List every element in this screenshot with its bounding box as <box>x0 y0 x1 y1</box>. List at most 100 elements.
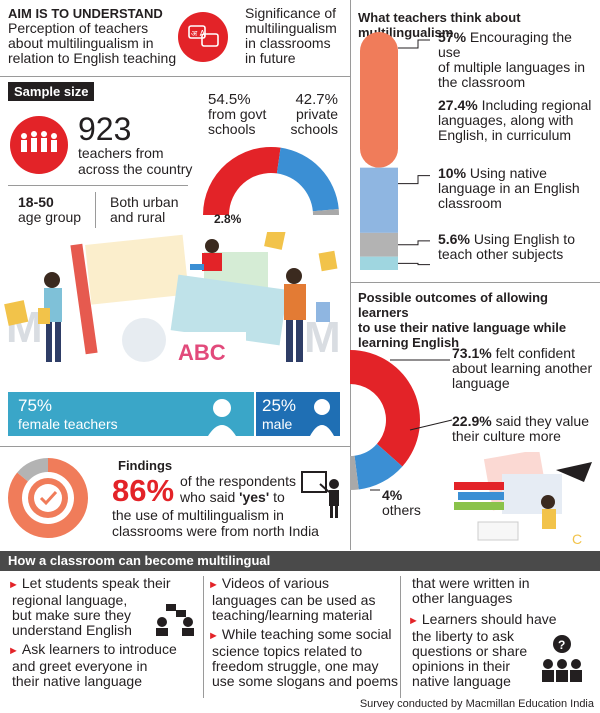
significance-line-3: in classrooms <box>245 35 331 51</box>
think-connector-1 <box>398 39 430 49</box>
findings-donut-chart <box>7 458 88 538</box>
divider <box>350 282 600 283</box>
bullet-arrow-icon: ► <box>8 579 19 591</box>
divider <box>0 76 350 77</box>
findings-line-4: classrooms were from north India <box>112 523 319 539</box>
schools-slice-3 <box>312 209 339 215</box>
tip-4: ► While teaching some social <box>208 627 398 644</box>
classroom-col-3: that were written in other languages ► Le… <box>408 576 598 689</box>
think-segment-2 <box>360 167 398 233</box>
classroom-illustration: M M ABC <box>4 232 348 382</box>
age-label: age group <box>18 209 82 225</box>
think-segment-1 <box>360 32 398 168</box>
think-line-2-2: languages, along with <box>438 112 574 128</box>
think-pct-2: 27.4% <box>438 97 478 113</box>
findings-yes: 'yes' <box>239 489 270 505</box>
think-pct-1: 57% <box>438 29 467 45</box>
tip-5-line-3: questions or share <box>412 643 528 659</box>
tip-5-line-2: the liberty to ask <box>412 628 514 644</box>
sample-size-tag: Sample size <box>8 82 95 101</box>
private-pct: 42.7% <box>295 91 338 108</box>
tip-2-line-2: and greet everyone in <box>12 658 148 674</box>
schools-slice-1 <box>203 147 281 215</box>
divider <box>400 576 401 698</box>
bullet-arrow-icon: ► <box>208 579 219 591</box>
svg-text:C: C <box>572 531 582 547</box>
area-type: Both urban and rural <box>110 195 179 225</box>
outcome-item-3: 4% others <box>382 488 421 518</box>
age-value: 18-50 <box>18 194 54 210</box>
male-icon <box>310 399 334 436</box>
outcomes-title-3: learning English <box>358 335 460 350</box>
tip-5-line-5: native language <box>412 673 511 689</box>
tip-1-line-2: regional language, <box>12 592 128 608</box>
divider <box>203 576 204 698</box>
govt-schools-label: 54.5% from govt schools <box>208 92 266 137</box>
aim-line-3: relation to English teaching <box>8 50 177 66</box>
tip-5: ► Learners should have <box>408 612 598 629</box>
outcomes-title-2: to use their native language while <box>358 320 567 335</box>
outcome-item-1: 73.1% felt confident about learning anot… <box>452 346 598 391</box>
bullet-arrow-icon: ► <box>408 615 419 627</box>
outcome-line-2-1: said they value <box>495 413 589 429</box>
outcomes-title: Possible outcomes of allowing learners t… <box>358 290 600 350</box>
tip-1: ► Let students speak their <box>8 576 202 593</box>
language-icon-text: अ A <box>191 29 206 38</box>
think-pct-3: 10% <box>438 165 467 181</box>
think-line-3-2: language in an English <box>438 180 580 196</box>
conversation-icon <box>156 604 194 636</box>
tip-3-line-2: languages can be used as <box>212 592 376 608</box>
think-pct-4: 5.6% <box>438 231 470 247</box>
tip-2-line-3: their native language <box>12 673 142 689</box>
male-teachers-bar: 25% male <box>256 392 340 436</box>
significance-line-4: in future <box>245 50 296 66</box>
area-line-2: and rural <box>110 209 166 225</box>
think-segment-3 <box>360 232 398 257</box>
outcomes-title-1: Possible outcomes of allowing learners <box>358 290 548 320</box>
outcome-line-1-3: language <box>452 375 510 391</box>
tip-3-line-3: teaching/learning material <box>212 607 373 623</box>
aim-section: AIM IS TO UNDERSTAND Perception of teach… <box>8 6 178 66</box>
tip-4-line-1: While teaching some social <box>221 626 392 642</box>
presenter-icon <box>301 471 339 518</box>
think-line-1-1: Encouraging the use <box>438 29 572 60</box>
significance-section: Significance of multilingualism in class… <box>245 6 350 66</box>
question-people-icon: ? <box>542 635 582 682</box>
findings-line-2-pre: who said <box>180 489 240 505</box>
findings-title: Findings <box>118 458 173 473</box>
female-icon <box>208 399 236 436</box>
think-line-3-1: Using native <box>469 165 547 181</box>
tip-2-line-1: Ask learners to introduce <box>21 641 177 657</box>
outcome-line-2-2: their culture more <box>452 428 561 444</box>
outcome-slice-3 <box>350 455 359 490</box>
tip-5-line-1: Learners should have <box>421 611 557 627</box>
think-line-4-2: teach other subjects <box>438 246 564 262</box>
teacher-count-line-2: across the country <box>78 161 193 177</box>
tip-4-line-2: science topics related to <box>212 643 363 659</box>
think-line-1-3: the classroom <box>438 74 526 90</box>
male-pct: 25% <box>262 396 297 415</box>
tip-4-line-4: use some slogans and poems <box>212 673 398 689</box>
check-icon <box>39 490 58 506</box>
think-item-1: 57% Encouraging the use of multiple lang… <box>438 30 598 90</box>
think-item-4: 5.6% Using English to teach other subjec… <box>438 232 598 262</box>
think-item-3: 10% Using native language in an English … <box>438 166 598 211</box>
outcome-pct-3: 4% <box>382 487 403 503</box>
outcome-leader-lines <box>370 359 453 491</box>
think-segment-4 <box>360 256 398 270</box>
schools-slice-2 <box>276 147 339 212</box>
outcome-pct-2: 22.9% <box>452 413 492 429</box>
aim-line-2: about multilingualism in <box>8 35 154 51</box>
divider <box>0 446 350 447</box>
outcome-slice-2 <box>354 443 403 490</box>
male-label: male <box>262 416 293 432</box>
footer-credit: Survey conducted by Macmillan Education … <box>359 698 594 710</box>
findings-line-3: the use of multilingualism in <box>112 507 284 523</box>
private-schools-label: 42.7% private schools <box>290 92 338 137</box>
findings-line-1: of the respondents <box>180 473 296 489</box>
think-connector-3 <box>398 240 430 246</box>
think-line-1-2: of multiple languages in <box>438 59 586 75</box>
aim-tag: AIM IS TO UNDERSTAND <box>8 6 163 21</box>
tip-5-line-4: opinions in their <box>412 658 511 674</box>
tip-1-line-3: but make sure they <box>12 607 132 623</box>
